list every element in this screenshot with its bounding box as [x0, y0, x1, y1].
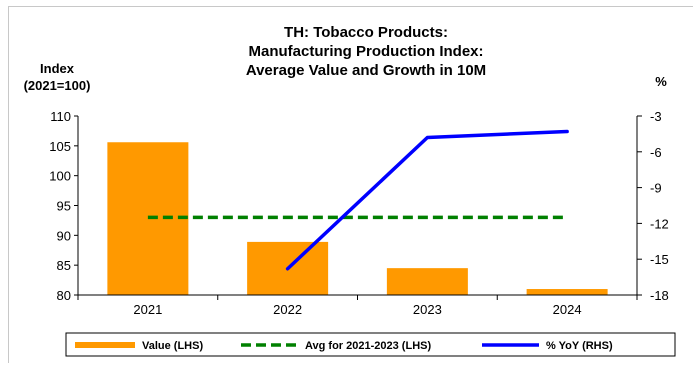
- legend-label-avg: Avg for 2021-2023 (LHS): [305, 340, 431, 352]
- left-tick-label-95: 95: [57, 199, 71, 214]
- right-tick-label-18: -18: [650, 288, 669, 303]
- bar-value-2024: [526, 289, 608, 295]
- chart-frame: TH: Tobacco Products: Manufacturing Prod…: [8, 6, 693, 363]
- x-tick-label-2024: 2024: [553, 302, 582, 317]
- bar-value-2023: [386, 268, 468, 295]
- left-tick-label-100: 100: [49, 169, 71, 184]
- x-tick-label-2022: 2022: [273, 302, 302, 317]
- legend-label-yoy: % YoY (RHS): [546, 340, 613, 352]
- left-axis-title-line-2: (2021=100): [24, 78, 91, 93]
- right-axis-title: %: [655, 74, 667, 89]
- left-tick-label-85: 85: [57, 258, 71, 273]
- chart-title-line-1: TH: Tobacco Products:: [284, 24, 448, 41]
- left-tick-label-90: 90: [57, 228, 71, 243]
- legend-box: [65, 332, 676, 357]
- chart-title-line-2: Manufacturing Production Index:: [249, 43, 484, 60]
- plot-area: 80 85 90 95 100 105 110 -18 -15 -12 -9 -6 -3 2021 2022…: [49, 109, 669, 317]
- yoy-line-series: [285, 129, 569, 271]
- left-tick-label-105: 105: [49, 139, 71, 154]
- left-axis-title-line-1: Index: [40, 61, 75, 76]
- right-tick-label-3: -3: [650, 109, 662, 124]
- x-tick-label-2023: 2023: [413, 302, 442, 317]
- x-tick-label-2021: 2021: [133, 302, 162, 317]
- legend: Value (LHS) Avg for 2021-2023 (LHS) % Yo…: [65, 332, 676, 357]
- right-tick-label-6: -6: [650, 145, 662, 160]
- right-tick-label-12: -12: [650, 216, 669, 231]
- chart-svg: TH: Tobacco Products: Manufacturing Prod…: [24, 24, 676, 357]
- left-tick-label-110: 110: [50, 109, 71, 124]
- right-tick-label-9: -9: [650, 181, 662, 196]
- right-tick-label-15: -15: [650, 252, 669, 267]
- chart-title: TH: Tobacco Products: Manufacturing Prod…: [246, 24, 486, 79]
- legend-label-value: Value (LHS): [142, 340, 203, 352]
- left-tick-label-80: 80: [57, 288, 71, 303]
- chart-title-line-3: Average Value and Growth in 10M: [246, 62, 486, 79]
- legend-swatch-value: [75, 342, 135, 348]
